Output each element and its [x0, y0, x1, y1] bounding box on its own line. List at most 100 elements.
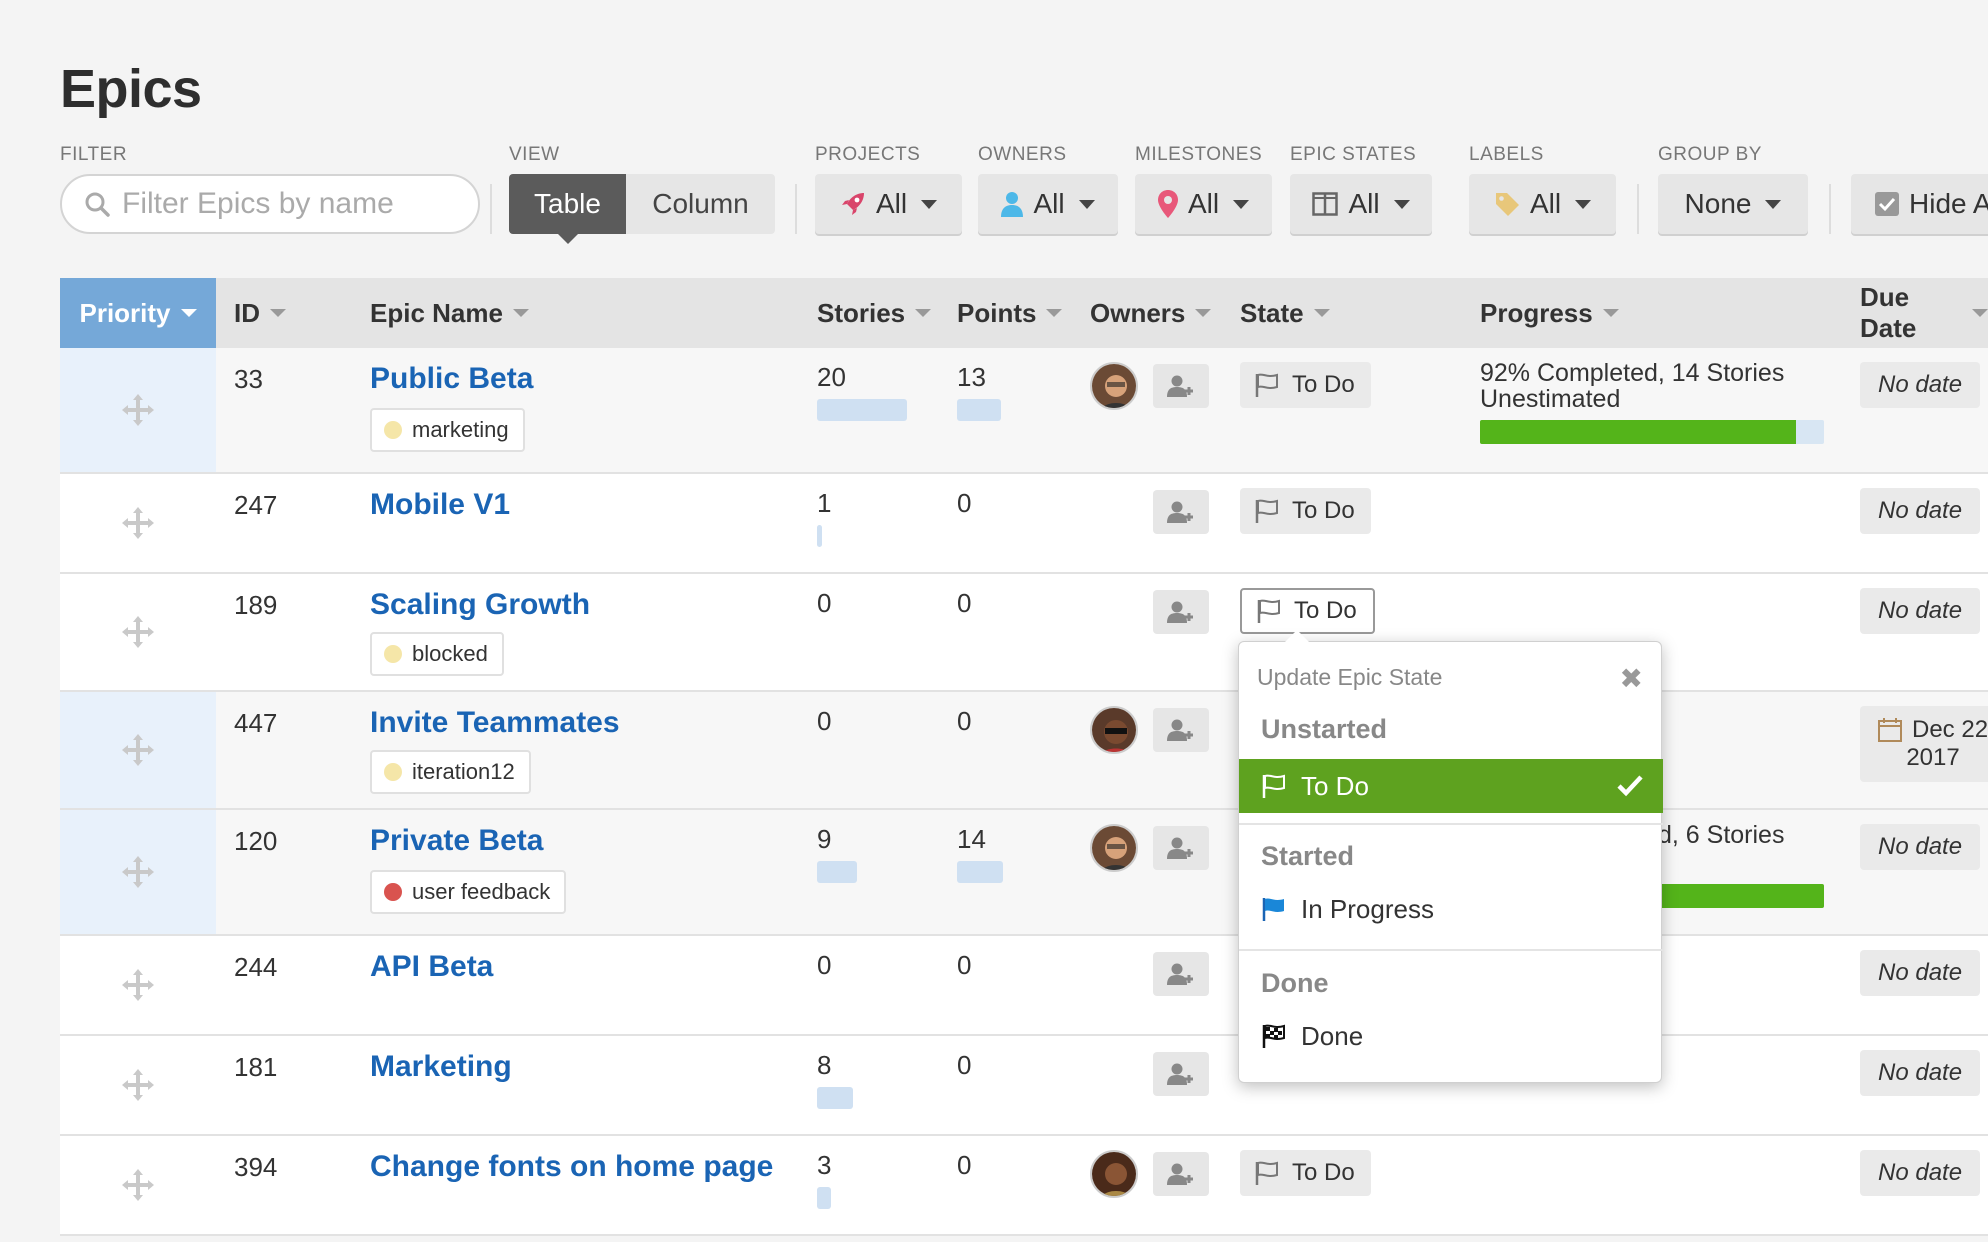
- owners-dropdown[interactable]: All: [978, 174, 1118, 234]
- column-header-state[interactable]: State: [1240, 278, 1330, 348]
- drag-handle[interactable]: [60, 692, 216, 808]
- table-row[interactable]: 394 Change fonts on home page 3 0 To Do …: [60, 1136, 1988, 1236]
- sort-caret-icon: [1046, 309, 1063, 317]
- points-bar: [957, 399, 1001, 421]
- milestones-dropdown[interactable]: All: [1135, 174, 1272, 234]
- due-date-button[interactable]: No date: [1860, 950, 1981, 996]
- close-icon[interactable]: ✖: [1619, 663, 1643, 694]
- state-button[interactable]: To Do: [1240, 362, 1371, 408]
- label-chip[interactable]: iteration12: [370, 750, 531, 794]
- state-option-to-do[interactable]: To Do: [1239, 759, 1663, 813]
- due-date-button[interactable]: No date: [1860, 824, 1981, 870]
- progress-fill: [1480, 420, 1797, 444]
- state-button[interactable]: To Do: [1240, 588, 1375, 634]
- state-option-done[interactable]: Done: [1239, 1009, 1663, 1063]
- column-header-owners[interactable]: Owners: [1090, 278, 1212, 348]
- flag-outline-icon: [1254, 372, 1280, 398]
- epic-name-link[interactable]: API Beta: [370, 950, 494, 983]
- projects-value: All: [875, 188, 908, 219]
- due-date-line: Dec 22: [1878, 716, 1988, 744]
- due-date-button[interactable]: No date: [1860, 1050, 1981, 1096]
- epic-name-link[interactable]: Mobile V1: [370, 488, 511, 521]
- labels-dropdown[interactable]: All: [1469, 174, 1616, 234]
- drag-handle[interactable]: [60, 810, 216, 934]
- drag-handle[interactable]: [60, 348, 216, 472]
- projects-dropdown[interactable]: All: [815, 174, 962, 234]
- milestones-value: All: [1187, 188, 1220, 219]
- column-header-progress[interactable]: Progress: [1480, 278, 1619, 348]
- label-chip[interactable]: blocked: [370, 632, 504, 676]
- column-header-priority[interactable]: Priority: [60, 278, 216, 348]
- hide-toggle-button[interactable]: Hide A: [1851, 174, 1988, 234]
- stories-count: 0: [817, 706, 832, 736]
- epic-name-link[interactable]: Private Beta: [370, 824, 544, 857]
- drag-handle[interactable]: [60, 1036, 216, 1134]
- table-row[interactable]: 189 Scaling Growth blocked 0 0 To Do No …: [60, 574, 1988, 692]
- table-row[interactable]: 447 Invite Teammates iteration12 0 0 Dec…: [60, 692, 1988, 810]
- tag-icon: [1494, 191, 1520, 217]
- column-header-points[interactable]: Points: [957, 278, 1063, 348]
- add-owner-button[interactable]: [1153, 590, 1209, 634]
- state-label: To Do: [1292, 497, 1355, 524]
- epic-name-link[interactable]: Marketing: [370, 1050, 512, 1083]
- due-date-button[interactable]: No date: [1860, 1150, 1981, 1196]
- due-date-button[interactable]: No date: [1860, 588, 1981, 634]
- epic-id: 189: [234, 590, 278, 620]
- due-date-button[interactable]: No date: [1860, 362, 1981, 408]
- add-owner-button[interactable]: [1153, 708, 1209, 752]
- epic-name-link[interactable]: Change fonts on home page: [370, 1150, 774, 1183]
- epic-id: 244: [234, 952, 278, 982]
- add-owner-button[interactable]: [1153, 1152, 1209, 1196]
- state-button[interactable]: To Do: [1240, 488, 1371, 534]
- owner-avatar[interactable]: [1090, 362, 1138, 410]
- table-row[interactable]: 247 Mobile V1 1 0 To Do No date: [60, 474, 1988, 574]
- filter-search-box[interactable]: [60, 174, 480, 234]
- option-label: In Progress: [1301, 893, 1434, 924]
- add-user-icon: [1166, 718, 1196, 742]
- due-date-button[interactable]: Dec 22 2017: [1860, 706, 1988, 782]
- section-unstarted: Unstarted: [1261, 714, 1388, 744]
- add-owner-button[interactable]: [1153, 1052, 1209, 1096]
- add-owner-button[interactable]: [1153, 490, 1209, 534]
- label-color-dot: [384, 763, 402, 781]
- stories-bar: [817, 861, 857, 883]
- column-header-epic-name[interactable]: Epic Name: [370, 278, 529, 348]
- label-chip[interactable]: marketing: [370, 408, 525, 452]
- drag-handle[interactable]: [60, 474, 216, 572]
- state-button[interactable]: To Do: [1240, 1150, 1371, 1196]
- column-header-stories[interactable]: Stories: [817, 278, 932, 348]
- table-row[interactable]: 244 API Beta 0 0 No date: [60, 936, 1988, 1036]
- table-row[interactable]: 33 Public Beta marketing 20 13 To Do 92%…: [60, 348, 1988, 474]
- view-table-button[interactable]: Table: [509, 174, 626, 244]
- filter-epics-input[interactable]: [122, 187, 462, 221]
- group-by-dropdown[interactable]: None: [1658, 174, 1808, 234]
- search-icon: [84, 191, 110, 217]
- epic-name-link[interactable]: Scaling Growth: [370, 588, 591, 621]
- label-chip[interactable]: user feedback: [370, 870, 567, 914]
- owner-avatar[interactable]: [1090, 706, 1138, 754]
- state-label: To Do: [1292, 371, 1355, 398]
- column-header-id[interactable]: ID: [234, 278, 286, 348]
- add-owner-button[interactable]: [1153, 826, 1209, 870]
- column-header-due-date[interactable]: Due Date: [1860, 278, 1988, 348]
- milestones-label: MILESTONES: [1135, 144, 1263, 165]
- drag-handle[interactable]: [60, 1136, 216, 1234]
- view-column-button[interactable]: Column: [626, 174, 775, 234]
- divider: [1829, 184, 1831, 234]
- add-user-icon: [1166, 1062, 1196, 1086]
- epic-states-dropdown[interactable]: All: [1290, 174, 1432, 234]
- state-option-in-progress[interactable]: In Progress: [1239, 882, 1663, 936]
- epic-id: 120: [234, 826, 278, 856]
- table-row[interactable]: 181 Marketing 8 0 No date: [60, 1036, 1988, 1136]
- group-by-label: GROUP BY: [1658, 144, 1762, 165]
- drag-handle[interactable]: [60, 574, 216, 690]
- epic-name-link[interactable]: Public Beta: [370, 362, 534, 395]
- due-date-button[interactable]: No date: [1860, 488, 1981, 534]
- table-row[interactable]: 120 Private Beta user feedback 9 14 d, 6…: [60, 810, 1988, 936]
- owner-avatar[interactable]: [1090, 824, 1138, 872]
- drag-handle[interactable]: [60, 936, 216, 1034]
- owner-avatar[interactable]: [1090, 1150, 1138, 1198]
- epic-name-link[interactable]: Invite Teammates: [370, 706, 620, 739]
- add-owner-button[interactable]: [1153, 364, 1209, 408]
- add-owner-button[interactable]: [1153, 952, 1209, 996]
